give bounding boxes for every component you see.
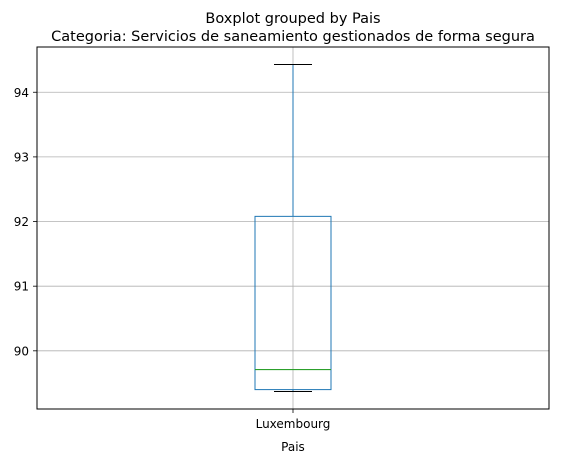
chart-suptitle: Boxplot grouped by Pais <box>205 11 380 27</box>
x-tick-label: Luxembourg <box>256 417 331 431</box>
y-tick-label: 90 <box>14 344 29 358</box>
y-tick-label: 92 <box>14 215 29 229</box>
y-tick-label: 94 <box>14 86 29 100</box>
x-axis-ticks: Luxembourg <box>256 409 331 431</box>
y-tick-label: 91 <box>14 280 29 294</box>
y-tick-label: 93 <box>14 150 29 164</box>
chart-title: Categoria: Servicios de saneamiento gest… <box>51 29 535 45</box>
y-axis-ticks: 90 91 92 93 94 <box>14 86 37 359</box>
x-axis-label: Pais <box>281 440 305 454</box>
